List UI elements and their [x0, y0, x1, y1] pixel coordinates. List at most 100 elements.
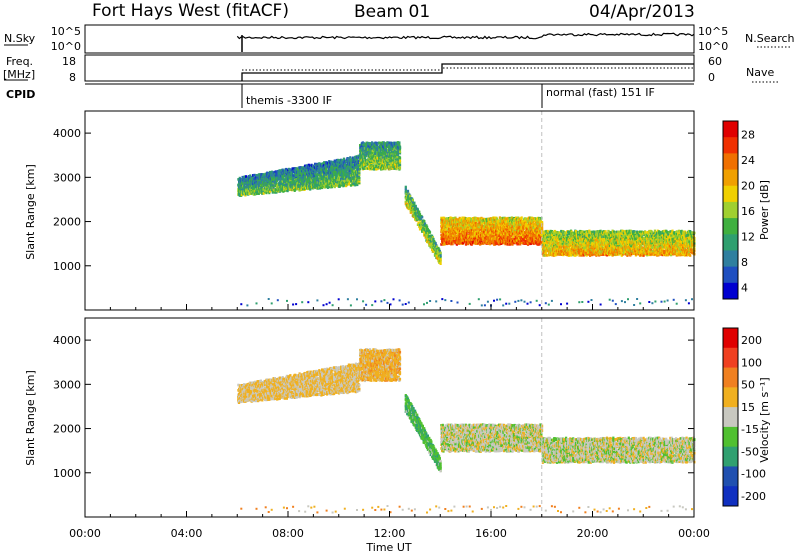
echo-cell — [255, 185, 258, 188]
echo-cell — [328, 179, 331, 182]
echo-cell — [252, 187, 255, 191]
echo-cell — [439, 258, 442, 261]
echo-cell — [328, 160, 331, 163]
freq-trace — [241, 63, 694, 81]
nsky-panel: N.Sky 10^5 10^0 10^5 10^0 N.Search — [4, 24, 795, 54]
echo-cell — [262, 192, 265, 195]
nsky-frame — [84, 24, 695, 54]
echo-cell — [263, 180, 266, 183]
echo-cell — [298, 189, 301, 192]
echo-cell — [291, 180, 294, 183]
echo-cell — [348, 165, 351, 168]
echo-cell — [354, 182, 357, 185]
echo-cell — [338, 176, 341, 180]
echo-cell — [330, 161, 334, 165]
echo-cell — [347, 165, 350, 168]
echo-cell — [249, 187, 252, 190]
echo-cell — [266, 175, 269, 179]
echo-cell — [309, 185, 312, 188]
echo-cell — [358, 176, 361, 180]
echo-cell — [311, 183, 315, 187]
echo-cell — [274, 177, 277, 180]
echo-cell — [309, 179, 312, 182]
echo-cell — [414, 204, 417, 208]
echo-cell — [398, 167, 402, 170]
echo-cell — [333, 176, 336, 179]
echo-cell — [275, 181, 278, 185]
echo-cell — [344, 163, 347, 166]
echo-cell — [323, 183, 326, 187]
echo-cell — [347, 175, 350, 178]
nsearch-label: N.Search — [745, 32, 795, 45]
echo-cell — [306, 164, 309, 168]
echo-cell — [411, 198, 414, 202]
nave-trace — [242, 67, 694, 71]
echo-cell — [307, 187, 310, 191]
echo-cell — [398, 156, 402, 160]
freq-right-tick-top: 60 — [708, 55, 722, 68]
echo-cell — [418, 210, 421, 214]
echo-cell — [352, 163, 355, 167]
echo-cell — [352, 165, 355, 168]
echo-cell — [292, 186, 296, 190]
echo-cell — [311, 164, 315, 168]
echo-cell — [342, 181, 345, 184]
echo-cell — [263, 174, 266, 177]
echo-cell — [252, 193, 255, 196]
echo-cell — [318, 169, 322, 173]
echo-cell — [301, 166, 304, 169]
echo-cell — [321, 181, 324, 185]
echo-cell — [512, 235, 515, 239]
echo-cell — [451, 242, 454, 246]
nsky-left-tick-bottom: 10^0 — [51, 40, 81, 53]
echo-cell — [296, 167, 299, 170]
echo-cell — [290, 177, 293, 181]
nave-label: Nave — [746, 66, 774, 79]
echo-cell — [249, 192, 252, 195]
echo-cell — [304, 186, 307, 190]
echo-cell — [258, 182, 261, 185]
echo-cell — [336, 164, 339, 168]
cpid-panel: CPID themis -3300 IF normal (fast) 151 I… — [6, 83, 694, 108]
echo-cell — [290, 175, 293, 178]
echo-cell — [421, 215, 424, 219]
echo-cell — [316, 165, 319, 168]
echo-cell — [242, 185, 246, 188]
echo-cell — [343, 181, 346, 185]
echo-cell — [278, 185, 281, 188]
echo-cell — [314, 181, 317, 184]
figure-title: Fort Hays West (fitACF) — [92, 1, 289, 21]
echo-cell — [322, 177, 325, 181]
echo-cell — [314, 170, 317, 174]
echo-cell — [328, 183, 331, 187]
echo-cell — [345, 175, 348, 178]
echo-cell — [409, 194, 412, 198]
echo-cell — [253, 173, 256, 177]
nsky-right-tick-bottom: 10^0 — [698, 40, 728, 53]
echo-cell — [288, 168, 291, 171]
echo-cell — [332, 170, 335, 173]
echo-cell — [319, 181, 322, 184]
echo-cell — [242, 179, 245, 183]
echo-cell — [287, 188, 290, 192]
echo-cell — [309, 164, 312, 167]
echo-cell — [249, 184, 253, 187]
echo-cell — [347, 182, 350, 185]
echo-cell — [347, 168, 350, 171]
nsky-trace — [236, 32, 695, 40]
echo-cell — [259, 187, 262, 190]
echo-cell — [313, 168, 316, 171]
echo-cell — [249, 176, 253, 179]
nsky-left-tick-top: 10^5 — [51, 25, 81, 38]
echo-cell — [342, 159, 346, 162]
echo-cell — [272, 184, 275, 188]
echo-cell — [281, 184, 284, 188]
echo-cell — [325, 173, 328, 176]
echo-cell — [352, 167, 355, 170]
echo-cell — [283, 181, 286, 185]
echo-cell — [244, 181, 247, 184]
echo-cell — [329, 173, 332, 176]
echo-cell — [337, 172, 341, 175]
echo-cell — [252, 182, 255, 185]
echo-cell — [266, 190, 269, 193]
